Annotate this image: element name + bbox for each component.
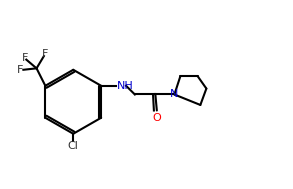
Text: F: F: [17, 65, 24, 75]
Text: N: N: [170, 90, 179, 99]
Text: O: O: [152, 113, 161, 123]
Text: F: F: [22, 53, 28, 63]
Text: NH: NH: [117, 81, 134, 91]
Text: Cl: Cl: [68, 141, 79, 151]
Text: F: F: [42, 49, 49, 59]
